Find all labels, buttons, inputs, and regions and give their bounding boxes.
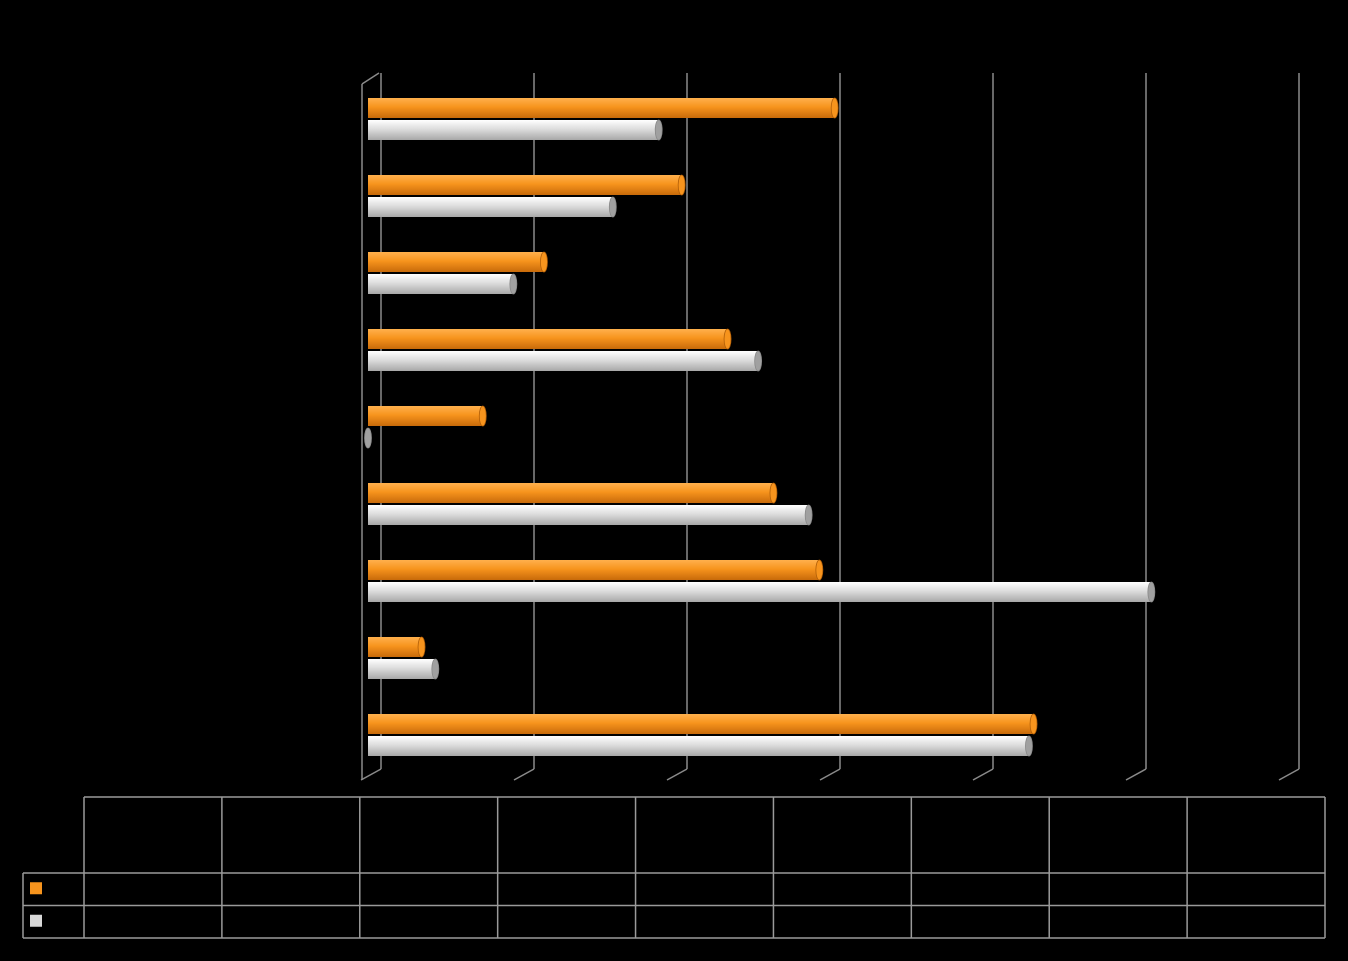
data-table bbox=[22, 796, 1326, 939]
axis-tick bbox=[1278, 768, 1300, 781]
bar-gray-6 bbox=[368, 504, 813, 526]
bar-orange-9 bbox=[368, 713, 1038, 735]
bar-orange-8 bbox=[368, 636, 426, 658]
bar-gray-2 bbox=[368, 196, 617, 218]
bar-gray-1 bbox=[368, 119, 663, 141]
axis-tick bbox=[819, 768, 841, 781]
bar-gray-4 bbox=[368, 350, 763, 372]
legend-key-orange bbox=[30, 882, 42, 895]
axis-tick bbox=[972, 768, 994, 781]
axis-tick bbox=[513, 768, 535, 781]
bar-gray-5 bbox=[364, 427, 372, 449]
bars bbox=[364, 97, 1156, 757]
bar-gray-7 bbox=[368, 581, 1156, 603]
bar-gray-8 bbox=[368, 658, 440, 680]
axis-tick bbox=[1125, 768, 1147, 781]
bar-orange-5 bbox=[368, 405, 487, 427]
bar-orange-6 bbox=[368, 482, 778, 504]
axis-corner bbox=[361, 72, 380, 85]
bar-orange-4 bbox=[368, 328, 732, 350]
bar-gray-9 bbox=[368, 735, 1033, 757]
bar-gray-3 bbox=[368, 273, 518, 295]
bar-orange-7 bbox=[368, 559, 824, 581]
bar-orange-2 bbox=[368, 174, 686, 196]
bar-orange-3 bbox=[368, 251, 548, 273]
bar-orange-1 bbox=[368, 97, 839, 119]
axis-tick bbox=[666, 768, 688, 781]
axis-tick bbox=[360, 768, 382, 781]
legend-key-gray bbox=[30, 914, 42, 927]
